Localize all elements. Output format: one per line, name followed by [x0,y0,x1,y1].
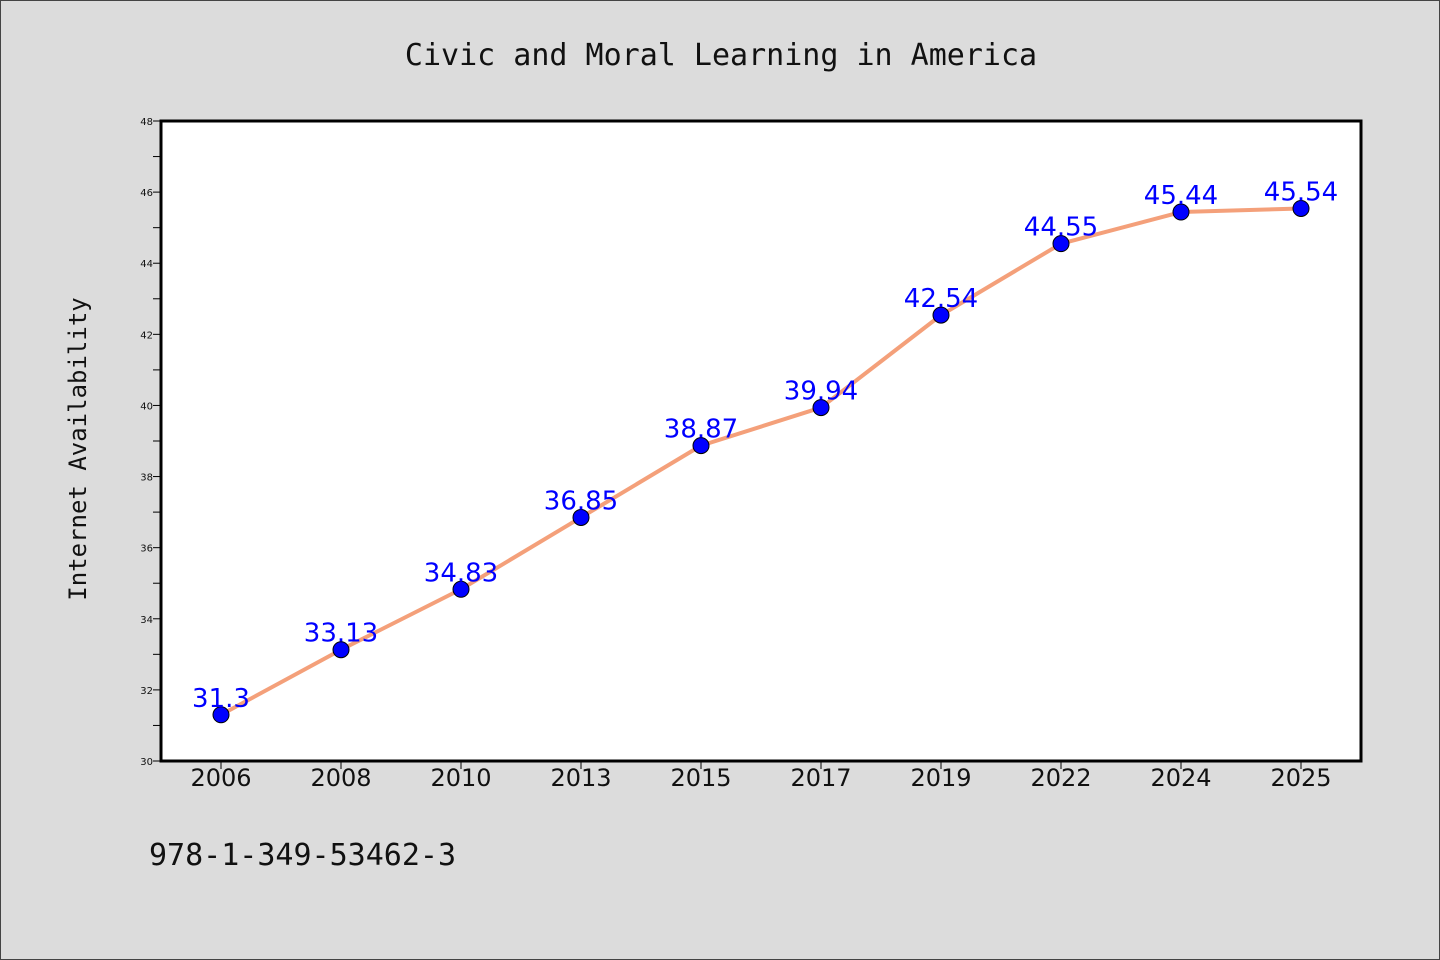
x-tick-label: 2022 [1030,764,1091,792]
data-label: 33.13 [304,619,378,649]
x-tick-label: 2015 [670,764,731,792]
data-labels-layer: 31.3 33.13 34.83 36.85 38.87 39.94 42.54 44.55 4… [192,177,1338,713]
data-point [1172,203,1190,221]
y-tick-label: 40 [140,401,153,412]
y-tick-label: 38 [140,473,153,484]
x-tick-label: 2008 [310,764,371,792]
data-label: 34.83 [424,558,498,588]
data-point [1292,199,1310,217]
y-axis-label: Internet Availability [64,297,92,600]
isbn-footer: 978-1-349-53462-3 [149,838,456,873]
data-point [332,641,350,659]
data-label: 45.54 [1264,177,1338,207]
y-tick-label: 42 [140,330,153,341]
y-tick-label: 32 [140,686,153,697]
data-label: 42.54 [904,284,978,314]
data-point [692,437,710,455]
x-tick-label: 2013 [550,764,611,792]
axes-layer: 30 32 34 36 38 40 42 44 46 48 2006 2008 2010 2013 2015… [140,117,1331,792]
x-tick-label: 2006 [190,764,251,792]
data-point [212,706,230,724]
data-label: 45.44 [1144,181,1218,211]
y-tick-label: 44 [140,259,153,270]
chart-title: Civic and Moral Learning in America [405,38,1037,73]
data-label: 38.87 [664,415,738,445]
data-point [572,508,590,526]
x-tick-label: 2025 [1270,764,1331,792]
data-point [932,306,950,324]
data-point [1052,235,1070,253]
series-layer [212,199,1310,724]
x-tick-label: 2019 [910,764,971,792]
y-tick-label: 46 [140,188,153,199]
data-label: 44.55 [1024,213,1098,243]
y-tick-label: 30 [140,757,153,768]
x-tick-label: 2017 [790,764,851,792]
x-tick-label: 2010 [430,764,491,792]
data-point [452,580,470,598]
data-label: 39.94 [784,377,858,407]
data-point [812,399,830,417]
data-label: 31.3 [192,684,250,714]
x-tick-label: 2024 [1150,764,1211,792]
plot-area [161,121,1361,761]
series-line [219,206,1303,717]
y-tick-label: 36 [140,544,153,555]
y-tick-label: 48 [140,117,153,128]
y-tick-label: 34 [140,615,153,626]
data-label: 36.85 [544,486,618,516]
plot-frame [159,119,1363,763]
